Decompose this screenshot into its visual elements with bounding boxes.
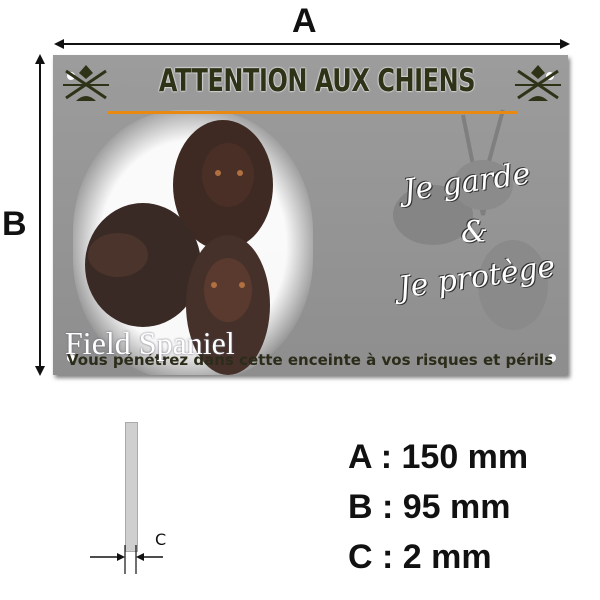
plate-side-view xyxy=(125,422,138,552)
hunting-emblem-icon xyxy=(515,65,561,101)
mounting-hole xyxy=(67,354,75,362)
spec-a: A : 150 mm xyxy=(348,438,529,476)
hunting-emblem-icon xyxy=(63,65,109,101)
breed-name: Field Spaniel xyxy=(65,325,235,361)
sign-title: ATTENTION AUX CHIENS xyxy=(158,63,476,99)
dimension-a-arrows xyxy=(54,39,570,49)
dimension-a-label: A xyxy=(292,2,317,40)
motto-ampersand: & xyxy=(461,215,488,250)
spec-b: B : 95 mm xyxy=(348,488,511,526)
dimension-b-label: B xyxy=(2,205,27,243)
accent-divider xyxy=(108,111,518,114)
specs-list: A : 150 mm B : 95 mm C : 2 mm xyxy=(348,432,528,582)
sign-plate: Je garde & Je protège ATTENTION AUX CHIE… xyxy=(53,55,568,375)
dog-photos xyxy=(85,120,273,375)
dimension-c-label: C xyxy=(155,530,167,549)
dimension-b-line xyxy=(39,58,41,372)
dimension-c-arrows xyxy=(90,545,163,574)
wildlife-illustration xyxy=(393,109,548,330)
dimension-b-arrows xyxy=(35,54,45,376)
dimension-a-line xyxy=(58,43,566,45)
spec-c: C : 2 mm xyxy=(348,538,492,576)
mounting-hole xyxy=(548,354,556,362)
sign-tagline: Vous pénétrez dans cette enceinte à vos … xyxy=(67,351,554,369)
